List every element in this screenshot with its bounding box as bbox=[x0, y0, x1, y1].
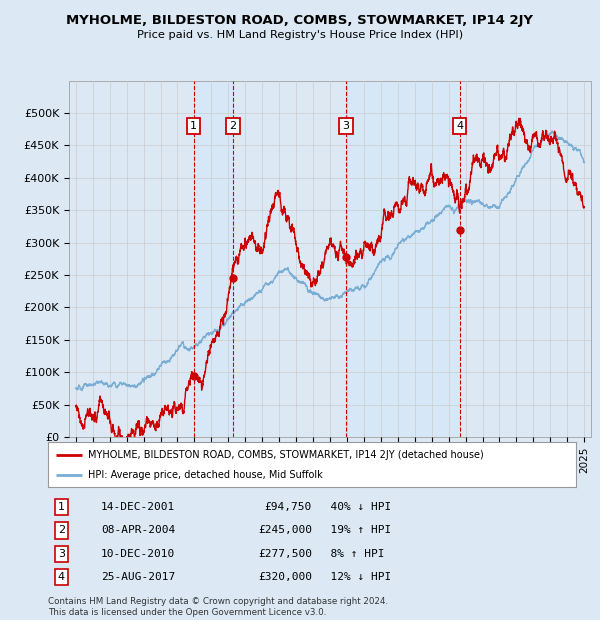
Text: MYHOLME, BILDESTON ROAD, COMBS, STOWMARKET, IP14 2JY: MYHOLME, BILDESTON ROAD, COMBS, STOWMARK… bbox=[67, 14, 533, 27]
Text: 4: 4 bbox=[456, 121, 463, 131]
Text: 3: 3 bbox=[58, 549, 65, 559]
Text: 19% ↑ HPI: 19% ↑ HPI bbox=[317, 526, 392, 536]
Text: 4: 4 bbox=[58, 572, 65, 582]
Text: HPI: Average price, detached house, Mid Suffolk: HPI: Average price, detached house, Mid … bbox=[88, 470, 322, 480]
Text: 8% ↑ HPI: 8% ↑ HPI bbox=[317, 549, 385, 559]
Text: £245,000: £245,000 bbox=[258, 526, 312, 536]
Text: 2: 2 bbox=[58, 526, 65, 536]
Text: Price paid vs. HM Land Registry's House Price Index (HPI): Price paid vs. HM Land Registry's House … bbox=[137, 30, 463, 40]
Text: 1: 1 bbox=[190, 121, 197, 131]
Text: This data is licensed under the Open Government Licence v3.0.: This data is licensed under the Open Gov… bbox=[48, 608, 326, 617]
Text: MYHOLME, BILDESTON ROAD, COMBS, STOWMARKET, IP14 2JY (detached house): MYHOLME, BILDESTON ROAD, COMBS, STOWMARK… bbox=[88, 450, 484, 459]
Text: £94,750: £94,750 bbox=[265, 502, 312, 512]
Bar bbox=[194, 81, 233, 437]
Text: 08-APR-2004: 08-APR-2004 bbox=[101, 526, 175, 536]
Bar bbox=[346, 81, 460, 437]
Text: 1: 1 bbox=[58, 502, 65, 512]
Text: 2: 2 bbox=[229, 121, 236, 131]
Text: 10-DEC-2010: 10-DEC-2010 bbox=[101, 549, 175, 559]
Text: £277,500: £277,500 bbox=[258, 549, 312, 559]
Text: Contains HM Land Registry data © Crown copyright and database right 2024.: Contains HM Land Registry data © Crown c… bbox=[48, 597, 388, 606]
Text: 3: 3 bbox=[343, 121, 349, 131]
Text: 14-DEC-2001: 14-DEC-2001 bbox=[101, 502, 175, 512]
Text: 40% ↓ HPI: 40% ↓ HPI bbox=[317, 502, 392, 512]
Text: 12% ↓ HPI: 12% ↓ HPI bbox=[317, 572, 392, 582]
Text: £320,000: £320,000 bbox=[258, 572, 312, 582]
Text: 25-AUG-2017: 25-AUG-2017 bbox=[101, 572, 175, 582]
